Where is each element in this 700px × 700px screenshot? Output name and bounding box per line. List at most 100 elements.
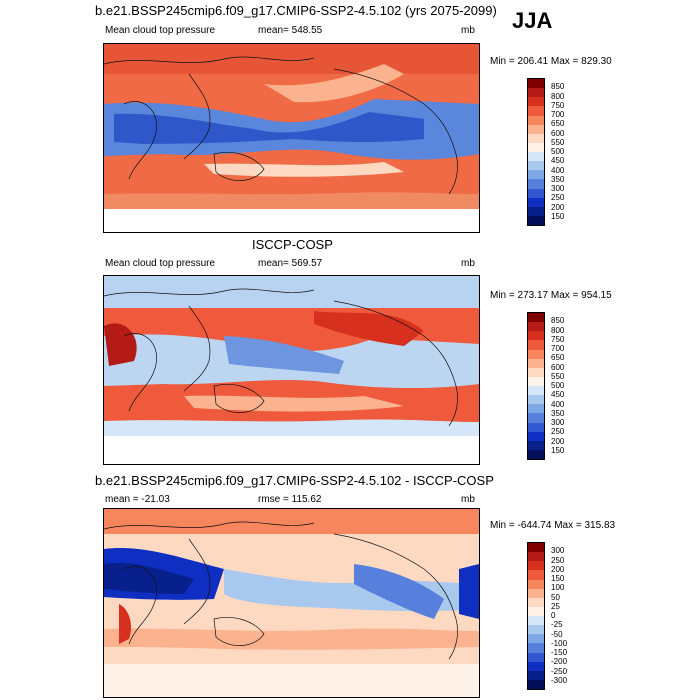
colorbar-swatch <box>528 376 544 386</box>
colorbar-tick-label: 450 <box>551 156 565 166</box>
panel-2-variable-label: Mean cloud top pressure <box>105 258 216 269</box>
colorbar-swatch <box>528 349 544 359</box>
colorbar-swatch <box>528 449 544 459</box>
colorbar-tick-label: 250 <box>551 193 565 203</box>
colorbar-swatch <box>528 152 544 162</box>
colorbar-swatch <box>528 597 544 607</box>
colorbar-tick-label: 50 <box>551 592 560 602</box>
panel-1-map <box>103 43 480 233</box>
panel-3-units-label: mb <box>461 494 475 505</box>
panel-3-colorbar-swatches <box>527 542 545 690</box>
colorbar-swatch <box>528 142 544 152</box>
colorbar-tick-label: 350 <box>551 408 565 418</box>
colorbar-tick-label: 300 <box>551 546 565 556</box>
colorbar-tick-label: 750 <box>551 100 565 110</box>
colorbar-tick-label: 700 <box>551 344 565 353</box>
colorbar-swatch <box>528 652 544 662</box>
colorbar-tick-label: 500 <box>551 381 565 390</box>
colorbar-tick-label: 250 <box>551 555 565 565</box>
colorbar-swatch <box>528 79 544 89</box>
panel-1-colorbar: 850 800 750 700 650 600 550 500 450 400 350 300 250 2… <box>527 78 564 226</box>
colorbar-tick-label: 650 <box>551 353 565 363</box>
colorbar-tick-label: 550 <box>551 371 565 381</box>
colorbar-swatch <box>528 88 544 98</box>
panel-2-map-field <box>104 276 479 464</box>
colorbar-tick-label: 700 <box>551 110 565 119</box>
colorbar-swatch <box>528 625 544 635</box>
panel-2-title: ISCCP-COSP <box>252 237 333 252</box>
panel-1-variable-label: Mean cloud top pressure <box>105 25 216 36</box>
colorbar-swatch <box>528 331 544 341</box>
colorbar-tick-label: 800 <box>551 325 565 335</box>
panel-2-map <box>103 275 480 465</box>
colorbar-swatch <box>528 358 544 368</box>
colorbar-tick-label: -300 <box>551 675 568 685</box>
colorbar-tick-label: 800 <box>551 91 565 101</box>
colorbar-swatch <box>528 404 544 414</box>
colorbar-tick-label: -250 <box>551 666 568 676</box>
colorbar-swatch <box>528 206 544 216</box>
colorbar-swatch <box>528 440 544 450</box>
colorbar-swatch <box>528 570 544 580</box>
colorbar-tick-label: 300 <box>551 184 565 193</box>
colorbar-swatch <box>528 215 544 225</box>
colorbar-tick-label: 750 <box>551 334 565 344</box>
colorbar-tick-label: 850 <box>551 316 565 326</box>
colorbar-tick-label: 450 <box>551 390 565 400</box>
panel-1-units-label: mb <box>461 25 475 36</box>
colorbar-swatch <box>528 422 544 432</box>
colorbar-tick-label: 300 <box>551 418 565 427</box>
colorbar-swatch <box>528 395 544 405</box>
colorbar-tick-label: 150 <box>551 445 565 455</box>
colorbar-swatch <box>528 133 544 143</box>
colorbar-tick-label: 0 <box>551 611 556 620</box>
colorbar-tick-label: 400 <box>551 399 565 409</box>
colorbar-swatch <box>528 115 544 125</box>
colorbar-tick-label: 200 <box>551 436 565 446</box>
colorbar-swatch <box>528 431 544 441</box>
colorbar-swatch <box>528 97 544 107</box>
panel-2-mean-label: mean= 569.57 <box>258 258 323 269</box>
colorbar-tick-label: 100 <box>551 583 565 593</box>
colorbar-tick-label: 25 <box>551 601 560 611</box>
colorbar-swatch <box>528 322 544 332</box>
colorbar-swatch <box>528 634 544 644</box>
colorbar-swatch <box>528 367 544 377</box>
colorbar-tick-label: 500 <box>551 147 565 156</box>
panel-3-map <box>103 508 480 698</box>
panel-3-map-field <box>104 509 479 697</box>
panel-2-colorbar-swatches <box>527 312 545 460</box>
colorbar-tick-label: 150 <box>551 574 565 583</box>
colorbar-swatch <box>528 313 544 323</box>
colorbar-tick-label: 200 <box>551 564 565 574</box>
colorbar-swatch <box>528 340 544 350</box>
colorbar-tick-label: -25 <box>551 620 563 630</box>
colorbar-swatch <box>528 606 544 616</box>
panel-2-units-label: mb <box>461 258 475 269</box>
colorbar-swatch <box>528 413 544 423</box>
colorbar-swatch <box>528 179 544 189</box>
colorbar-swatch <box>528 161 544 171</box>
colorbar-tick-label: 550 <box>551 137 565 147</box>
colorbar-swatch <box>528 679 544 689</box>
colorbar-swatch <box>528 616 544 626</box>
colorbar-tick-label: -150 <box>551 648 568 657</box>
panel-3-minmax-label: Min = -644.74 Max = 315.83 <box>490 520 616 531</box>
panel-2-minmax-label: Min = 273.17 Max = 954.15 <box>490 290 612 301</box>
panel-3-colorbar: 300 250 200 150 100 50 25 0 -25 -50 -100 -150 -200 -2… <box>527 542 567 690</box>
colorbar-tick-label: 600 <box>551 362 565 372</box>
colorbar-tick-label: -200 <box>551 657 568 667</box>
season-label: JJA <box>512 8 553 33</box>
colorbar-swatch <box>528 643 544 653</box>
colorbar-tick-label: -100 <box>551 638 568 648</box>
colorbar-tick-label: 200 <box>551 202 565 212</box>
colorbar-swatch <box>528 552 544 562</box>
panel-3-title: b.e21.BSSP245cmip6.f09_g17.CMIP6-SSP2-4.… <box>95 473 494 488</box>
colorbar-swatch <box>528 561 544 571</box>
colorbar-swatch <box>528 588 544 598</box>
colorbar-tick-label: 850 <box>551 82 565 92</box>
panel-2-colorbar: 850 800 750 700 650 600 550 500 450 400 350 300 250 2… <box>527 312 564 460</box>
colorbar-swatch <box>528 670 544 680</box>
colorbar-tick-label: 350 <box>551 174 565 184</box>
panel-1-title: b.e21.BSSP245cmip6.f09_g17.CMIP6-SSP2-4.… <box>95 3 497 18</box>
